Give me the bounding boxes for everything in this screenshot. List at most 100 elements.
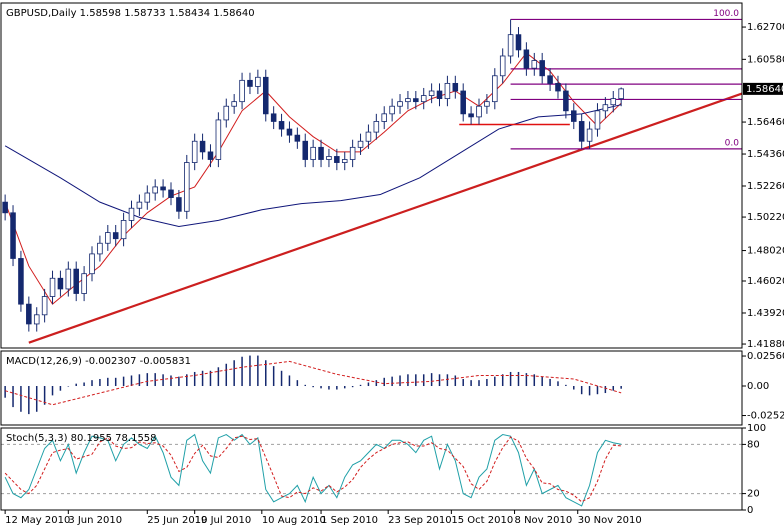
macd-bar	[533, 374, 536, 387]
macd-bar	[454, 375, 457, 387]
last-price-label: 1.58640	[746, 84, 784, 95]
pane	[4, 355, 622, 415]
macd-bar	[35, 386, 38, 412]
pane-border	[0, 2, 743, 349]
macd-bar	[83, 382, 85, 387]
candle-body	[341, 159, 348, 163]
candle-body	[334, 156, 340, 163]
macd-bar	[114, 377, 117, 387]
macd-bar	[304, 384, 307, 387]
pane: 100.0 0.0	[2, 9, 742, 344]
macd-bar	[588, 386, 591, 396]
candle-body	[484, 101, 490, 107]
x-tick-label: 10 Aug 2010	[262, 515, 326, 526]
moving-average	[4, 104, 622, 228]
macd-bar	[501, 374, 504, 387]
macd-bar	[296, 380, 299, 387]
signal-line	[4, 360, 622, 406]
macd-bar	[525, 373, 528, 387]
macd-bar	[170, 375, 172, 387]
y-tick-label: -0.02522	[747, 411, 784, 422]
macd-bar	[557, 381, 559, 387]
candle-body	[523, 49, 530, 69]
x-tick-label: 23 Sep 2010	[388, 515, 451, 526]
candle-body	[302, 140, 309, 160]
macd-bar	[107, 377, 109, 387]
y-tick-label: 20	[747, 489, 760, 500]
candle-body	[231, 101, 237, 107]
pane-title: MACD(12,26,9) -0.002307 -0.005831	[6, 356, 191, 367]
candle-body	[223, 105, 230, 121]
macd-bar	[43, 386, 46, 405]
candle-body	[586, 128, 593, 142]
y-tick-label: 0.00	[747, 381, 769, 392]
y-tick-label: 1.60580	[747, 54, 784, 65]
candle-body	[492, 75, 498, 103]
macd-bar	[620, 386, 622, 389]
candle-body	[255, 76, 261, 87]
macd-bar	[67, 386, 70, 387]
macd-bar	[28, 386, 30, 415]
macd-bar	[430, 373, 433, 387]
candle-body	[610, 98, 617, 106]
candle-body	[286, 128, 293, 136]
candle-body	[49, 277, 56, 297]
candle-body	[428, 90, 435, 96]
macd-bar	[478, 380, 480, 387]
candle-body	[152, 186, 158, 194]
macd-bar	[462, 378, 464, 387]
macd-bar	[51, 386, 54, 396]
x-tick-label: 30 Nov 2010	[578, 515, 642, 526]
macd-bar	[565, 384, 567, 387]
candle-body	[176, 197, 182, 212]
candle-body	[452, 82, 459, 92]
macd-bar	[391, 376, 393, 387]
candle-body	[89, 253, 95, 275]
pane-border	[0, 350, 743, 426]
candle-body	[120, 220, 127, 240]
macd-bar	[375, 380, 378, 387]
y-tick-label: 1.46020	[747, 276, 784, 287]
candle-body	[444, 82, 451, 100]
macd-bar	[415, 374, 417, 387]
macd-bar	[596, 386, 599, 395]
y-tick-label: 1.41880	[747, 339, 784, 350]
candle-body	[65, 268, 72, 290]
macd-bar	[328, 386, 330, 390]
candle-body	[262, 76, 269, 115]
candle-body	[547, 75, 553, 84]
candle-body	[191, 140, 198, 163]
pane-border	[0, 427, 743, 511]
y-tick-label: 1.54360	[747, 149, 784, 160]
macd-bar	[573, 386, 575, 390]
macd-bar	[186, 374, 188, 387]
y-tick-label: 0	[747, 505, 753, 516]
x-tick-label: 1 Sep 2010	[321, 515, 378, 526]
x-tick-label: 15 Oct 2010	[451, 515, 513, 526]
last-price-box	[743, 82, 783, 95]
y-tick-label: 1.50220	[747, 212, 784, 223]
candle-body	[420, 95, 427, 103]
candle-body	[405, 98, 411, 103]
candle-body	[278, 121, 285, 130]
macd-bar	[178, 376, 180, 387]
candle-body	[310, 146, 316, 160]
candle-body	[499, 55, 506, 77]
candle-body	[73, 268, 79, 294]
candle-body	[413, 98, 419, 103]
macd-bar	[438, 374, 441, 387]
candle-body	[563, 90, 569, 112]
candle-body	[349, 146, 356, 160]
macd-bar	[407, 374, 409, 387]
macd-bar	[20, 386, 22, 412]
macd-bar	[612, 386, 615, 391]
candle-body	[112, 232, 119, 240]
candle-body	[507, 34, 514, 57]
candle-body	[294, 134, 301, 142]
candle-body	[318, 146, 324, 160]
macd-bar	[604, 386, 607, 394]
macd-bar	[75, 383, 77, 387]
candle-body	[160, 186, 166, 191]
